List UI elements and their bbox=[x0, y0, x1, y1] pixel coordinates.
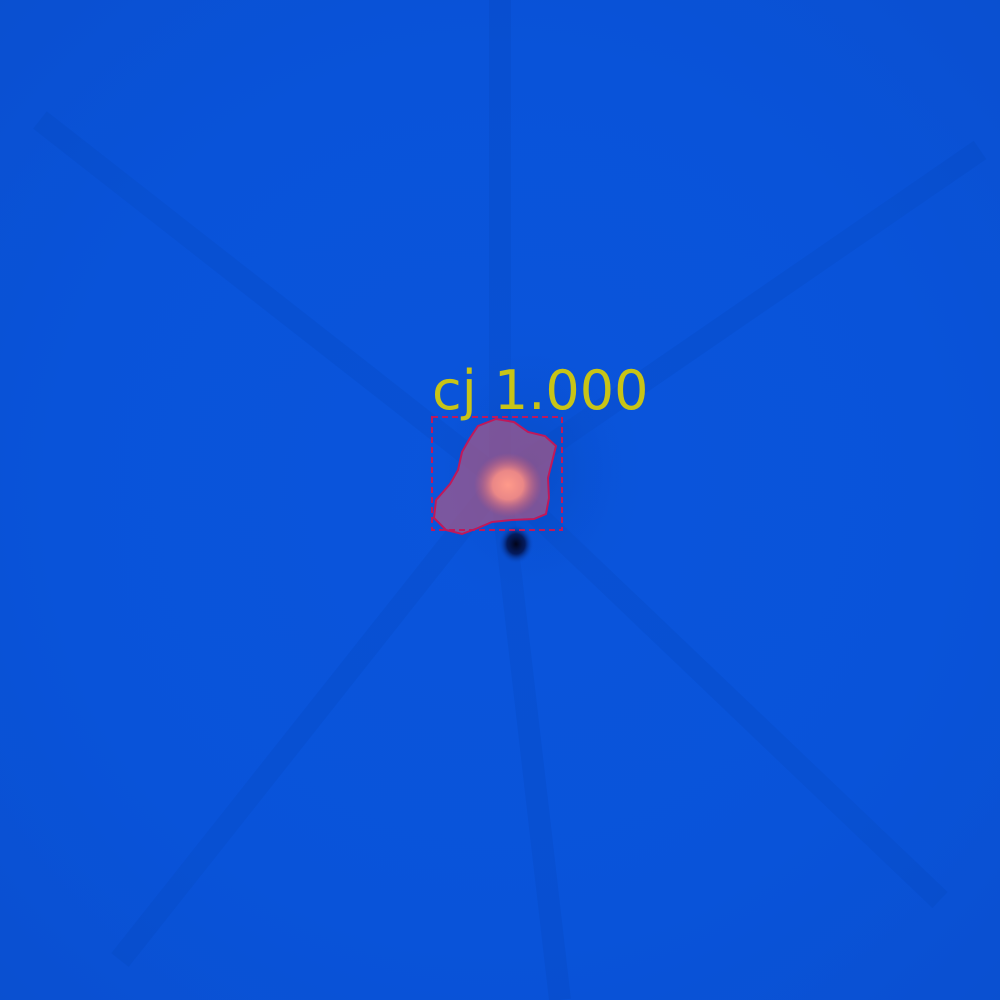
dark-artefact-spot bbox=[498, 524, 534, 564]
source-bright-core bbox=[474, 453, 542, 517]
detection-label: cj 1.000 bbox=[432, 359, 648, 422]
detection-bounding-box bbox=[431, 416, 563, 531]
